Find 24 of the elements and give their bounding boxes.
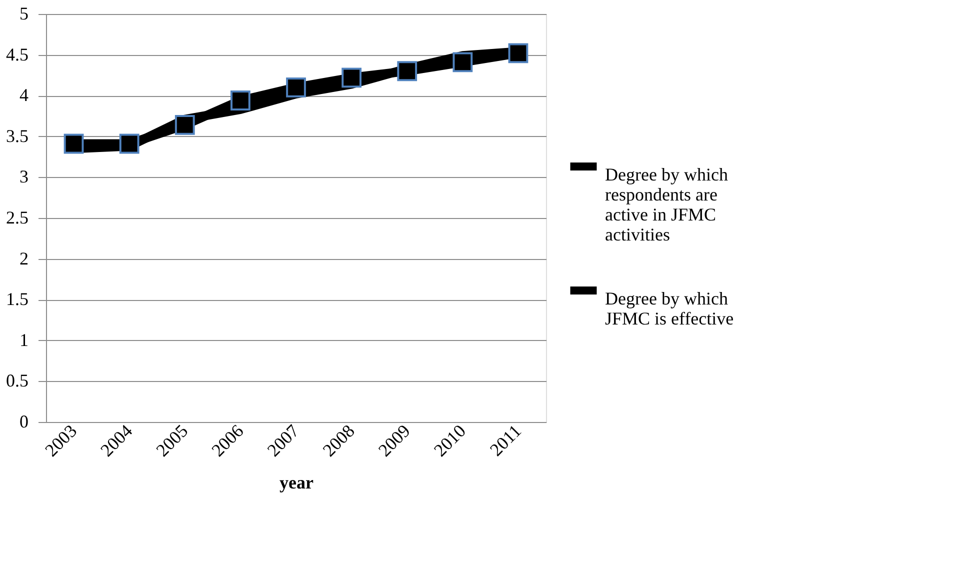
point [286, 77, 306, 98]
point [64, 134, 84, 154]
y-tick-label: 4 [20, 85, 28, 106]
y-tick-label: 1.5 [6, 289, 28, 310]
point [397, 61, 418, 82]
x-axis-title: year [280, 472, 314, 492]
y-tick-label: 3 [20, 166, 28, 187]
y-tick-label: 3.5 [6, 126, 28, 146]
y-tick-label: 0 [20, 412, 28, 432]
y-tick-label: 2 [20, 248, 28, 268]
legend-label: Degree by which JFMC is effective [605, 288, 734, 328]
point [342, 68, 362, 88]
point [230, 90, 250, 110]
y-tick-label: 4.5 [6, 44, 28, 64]
y-tick-label: 5 [20, 4, 28, 24]
x-tick-label: 2011 [486, 420, 526, 460]
y-tick-label: 1 [20, 330, 28, 350]
point [119, 134, 140, 154]
legend-label: Degree by which respondents are active in JFMC activities [605, 164, 728, 244]
point [508, 43, 528, 64]
point [174, 115, 195, 135]
y-tick-label: 2.5 [6, 208, 28, 228]
y-tick-label: 0.5 [6, 370, 28, 391]
point [452, 52, 473, 72]
